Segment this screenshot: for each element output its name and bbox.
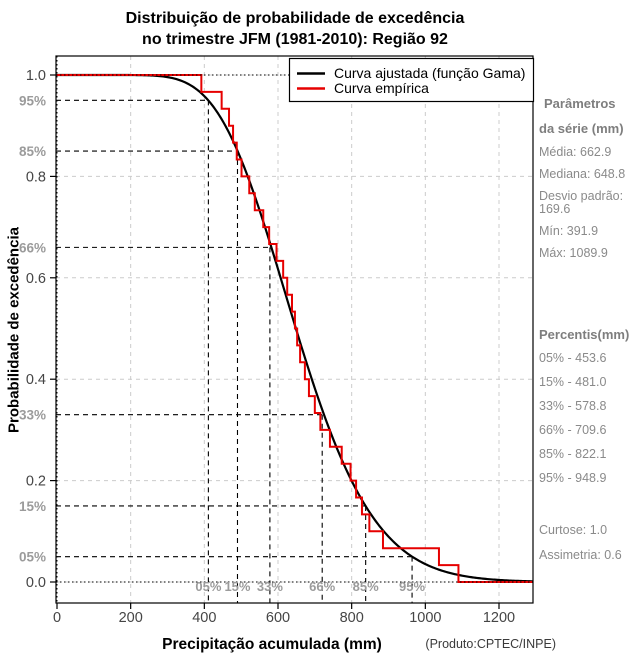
percentis-list-item: 05% - 453.6: [539, 351, 607, 365]
y-percent-label-85%: 85%: [19, 144, 46, 159]
x-tick-label-1000: 1000: [409, 610, 441, 626]
x-tick-label-200: 200: [119, 610, 143, 626]
product-credit-note: (Produto:CPTEC/INPE): [425, 637, 556, 651]
legend-box: [288, 57, 535, 103]
y-tick-label-0.6: 0.6: [26, 271, 46, 287]
y-axis-title: Probabilidade de excedência: [5, 227, 23, 433]
guide-x-label-15%: 15%: [224, 579, 250, 594]
y-percent-label-66%: 66%: [19, 240, 46, 255]
percentis-list-item: 33% - 578.8: [539, 399, 607, 413]
sidebar-extra-stats-list: Curtose: 1.0 Assimetria: 0.6: [539, 524, 622, 574]
y-percent-label-33%: 33%: [19, 408, 46, 423]
x-tick-label-0: 0: [53, 610, 61, 626]
extra-list-item: Assimetria: 0.6: [539, 548, 622, 562]
extra-list-item: Curtose: 1.0: [539, 523, 608, 537]
chart-title-line1: Distribuição de probabilidade de excedên…: [125, 10, 465, 27]
params-list-item: Média: 662.9: [539, 145, 612, 159]
x-tick-label-1200: 1200: [483, 610, 515, 626]
legend-label-0: Curva ajustada (função Gama): [334, 65, 525, 81]
empirical-curve-line: [56, 74, 533, 583]
sidebar-params-header-line1: Parâmetros: [544, 96, 616, 111]
params-list-item: Máx: 1089.9: [539, 246, 608, 260]
plot-frame: [55, 55, 534, 604]
percentis-list-item: 15% - 481.0: [539, 375, 607, 389]
y-tick-label-1.0: 1.0: [26, 68, 46, 84]
percentis-list-item: 66% - 709.6: [539, 423, 607, 437]
guide-x-label-05%: 05%: [195, 579, 221, 594]
sidebar-percentis-header: Percentis(mm): [539, 327, 630, 342]
x-tick-label-800: 800: [340, 610, 364, 626]
y-tick-label-0.8: 0.8: [26, 169, 46, 185]
y-tick-label-0.2: 0.2: [26, 474, 46, 490]
y-percent-label-15%: 15%: [19, 499, 46, 514]
sidebar-params-header-line2: da série (mm): [539, 121, 624, 136]
x-axis-title: Precipitação acumulada (mm): [162, 636, 382, 653]
params-list-item: Desvio padrão: 169.6: [539, 189, 624, 216]
params-list-item: Mín: 391.9: [539, 224, 599, 238]
sidebar-params-list: Média: 662.9 Mediana: 648.8 Desvio padrão:…: [539, 146, 639, 269]
guide-x-label-33%: 33%: [257, 579, 283, 594]
guide-x-label-95%: 95%: [399, 579, 425, 594]
params-list-item: Mediana: 648.8: [539, 167, 626, 181]
chart-title-line2: no trimestre JFM (1981-2010): Região 92: [142, 31, 448, 48]
x-tick-label-600: 600: [266, 610, 290, 626]
y-tick-label-0.4: 0.4: [26, 372, 46, 388]
x-tick-label-400: 400: [192, 610, 216, 626]
sidebar-percentis-list: 05% - 453.6 15% - 481.0 33% - 578.8 66% - 7…: [539, 352, 606, 496]
legend-label-1: Curva empírica: [334, 80, 429, 96]
guide-x-label-85%: 85%: [353, 579, 379, 594]
percentis-list-item: 85% - 822.1: [539, 447, 607, 461]
y-percent-label-05%: 05%: [19, 550, 46, 565]
percentis-list-item: 95% - 948.9: [539, 471, 607, 485]
y-percent-label-95%: 95%: [19, 93, 46, 108]
y-tick-label-0.0: 0.0: [26, 575, 46, 591]
guide-x-label-66%: 66%: [309, 579, 335, 594]
